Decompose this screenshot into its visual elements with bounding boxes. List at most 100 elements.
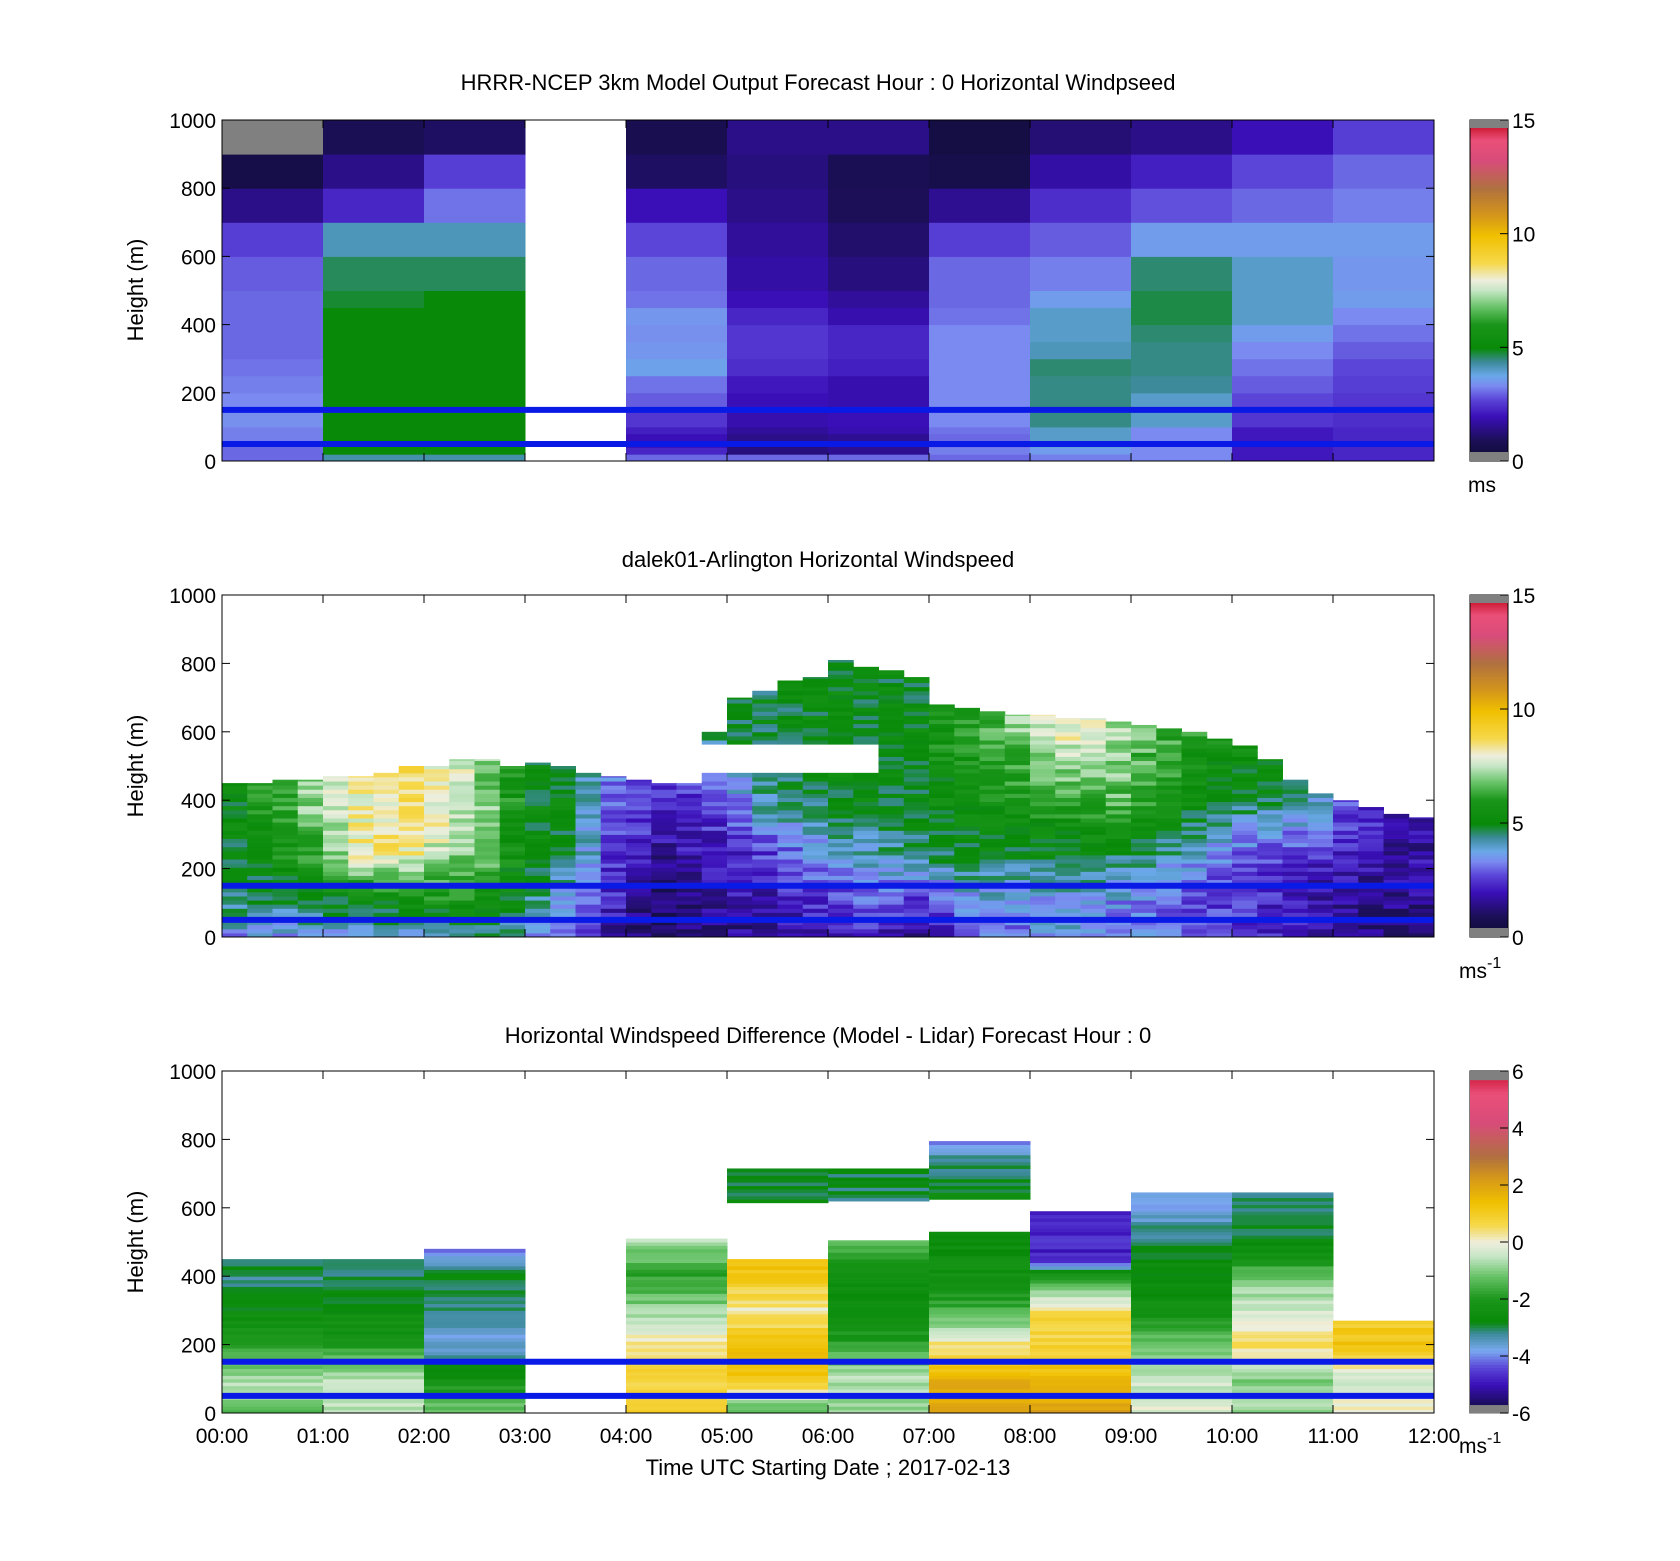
difference-heatmap-cell [323, 1371, 425, 1376]
difference-heatmap-cell [828, 1300, 930, 1305]
lidar-heatmap-cell [727, 822, 753, 827]
lidar-heatmap-cell [373, 793, 400, 798]
lidar-heatmap-cell [1004, 850, 1031, 856]
lidar-heatmap-cell [550, 900, 576, 905]
lidar-heatmap-cell [1181, 854, 1208, 860]
lidar-heatmap-cell [903, 854, 930, 860]
lidar-heatmap-cell [600, 809, 627, 815]
difference-heatmap-cell [323, 1310, 425, 1315]
lidar-heatmap-cell [600, 895, 627, 901]
lidar-heatmap-cell [903, 842, 930, 848]
lidar-heatmap-cell [525, 842, 551, 848]
lidar-heatmap-cell [853, 801, 879, 807]
colorbar-segment [1470, 1090, 1508, 1095]
lidar-heatmap-cell [525, 834, 551, 840]
lidar-heatmap-cell [752, 735, 778, 741]
lidar-heatmap-cell [575, 863, 602, 868]
lidar-heatmap-cell [777, 801, 804, 807]
difference-heatmap-cell [222, 1265, 324, 1270]
x-tick-label: 04:00 [600, 1425, 653, 1448]
difference-heatmap-cell [1232, 1406, 1334, 1411]
difference-heatmap-cell [424, 1262, 526, 1267]
lidar-heatmap-cell [272, 924, 299, 930]
lidar-heatmap-cell [1181, 924, 1208, 930]
lidar-heatmap-cell [348, 801, 374, 807]
difference-heatmap-cell [424, 1283, 526, 1287]
lidar-heatmap-cell [398, 817, 425, 823]
difference-heatmap-cell [1030, 1317, 1132, 1322]
model-heatmap-cell [1333, 392, 1435, 411]
lidar-heatmap-cell [1105, 813, 1132, 819]
lidar-heatmap-cell [878, 904, 905, 909]
lidar-heatmap-cell [474, 875, 501, 881]
lidar-heatmap-cell [424, 900, 450, 905]
lidar-heatmap-cell [802, 867, 829, 872]
lidar-heatmap-cell [297, 854, 324, 860]
lidar-heatmap-cell [550, 850, 576, 856]
lidar-heatmap-cell [1030, 822, 1056, 827]
model-heatmap-cell [626, 433, 728, 442]
lidar-heatmap-cell [878, 735, 905, 741]
lidar-heatmap-cell [1080, 895, 1107, 901]
lidar-heatmap-cell [903, 875, 930, 881]
colorbar-tick-label: -2 [1512, 1289, 1531, 1312]
difference-heatmap-cell [1232, 1296, 1334, 1301]
model-heatmap-cell [1030, 358, 1132, 377]
lidar-heatmap-cell [398, 912, 425, 917]
lidar-heatmap-cell [929, 740, 955, 745]
difference-heatmap-cell [222, 1348, 324, 1352]
lidar-heatmap-cell [701, 846, 728, 852]
lidar-heatmap-cell [1030, 756, 1056, 762]
lidar-heatmap-cell [727, 908, 753, 913]
lidar-heatmap-cell [929, 809, 955, 815]
difference-heatmap-cell [828, 1303, 930, 1308]
lidar-heatmap-cell [474, 912, 501, 917]
lidar-heatmap-cell [1257, 826, 1283, 831]
difference-heatmap-cell [1232, 1348, 1334, 1352]
colorbar-segment [1470, 1330, 1508, 1334]
lidar-heatmap-cell [701, 904, 728, 909]
lidar-heatmap-cell [979, 789, 1006, 794]
model-heatmap-cell [323, 154, 425, 189]
lidar-heatmap-cell [954, 809, 980, 815]
lidar-heatmap-cell [1131, 912, 1157, 917]
lidar-heatmap-cell [575, 875, 602, 881]
lidar-heatmap-cell [1004, 727, 1031, 733]
colorbar-tick-label: 0 [1512, 451, 1524, 474]
lidar-heatmap-cell [525, 932, 551, 938]
difference-heatmap-cell [1232, 1279, 1334, 1284]
model-heatmap-cell [1131, 154, 1233, 189]
difference-heatmap-cell [929, 1161, 1031, 1166]
lidar-heatmap-cell [727, 842, 753, 848]
lidar-heatmap-cell [1080, 756, 1107, 762]
lidar-heatmap-cell [1206, 895, 1233, 901]
model-heatmap-cell [1232, 409, 1334, 428]
model-heatmap-cell [1030, 120, 1132, 155]
difference-heatmap-cell [1232, 1371, 1334, 1376]
lidar-heatmap-cell [1030, 723, 1056, 729]
lidar-heatmap-cell [1181, 826, 1208, 831]
lidar-heatmap-cell [424, 912, 450, 917]
lidar-heatmap-cell [802, 731, 829, 737]
lidar-heatmap-cell [878, 772, 905, 778]
lidar-heatmap-cell [1282, 813, 1309, 819]
difference-heatmap-cell [222, 1330, 324, 1335]
lidar-heatmap-cell [954, 752, 980, 757]
difference-heatmap-cell [1131, 1259, 1233, 1264]
lidar-heatmap-cell [853, 834, 879, 840]
lidar-heatmap-cell [272, 932, 299, 938]
difference-heatmap-cell [323, 1385, 425, 1390]
lidar-heatmap-cell [954, 895, 980, 901]
lidar-heatmap-cell [424, 781, 450, 786]
lidar-heatmap-cell [1131, 764, 1157, 770]
lidar-heatmap-cell [550, 805, 576, 811]
lidar-heatmap-cell [777, 789, 804, 794]
lidar-heatmap-cell [752, 859, 778, 864]
lidar-heatmap-cell [626, 863, 652, 868]
lidar-heatmap-cell [474, 924, 501, 930]
difference-heatmap-cell [1030, 1272, 1132, 1277]
difference-heatmap-cell [1131, 1214, 1233, 1219]
lidar-heatmap-cell [979, 731, 1006, 737]
difference-heatmap-cell [626, 1375, 728, 1380]
